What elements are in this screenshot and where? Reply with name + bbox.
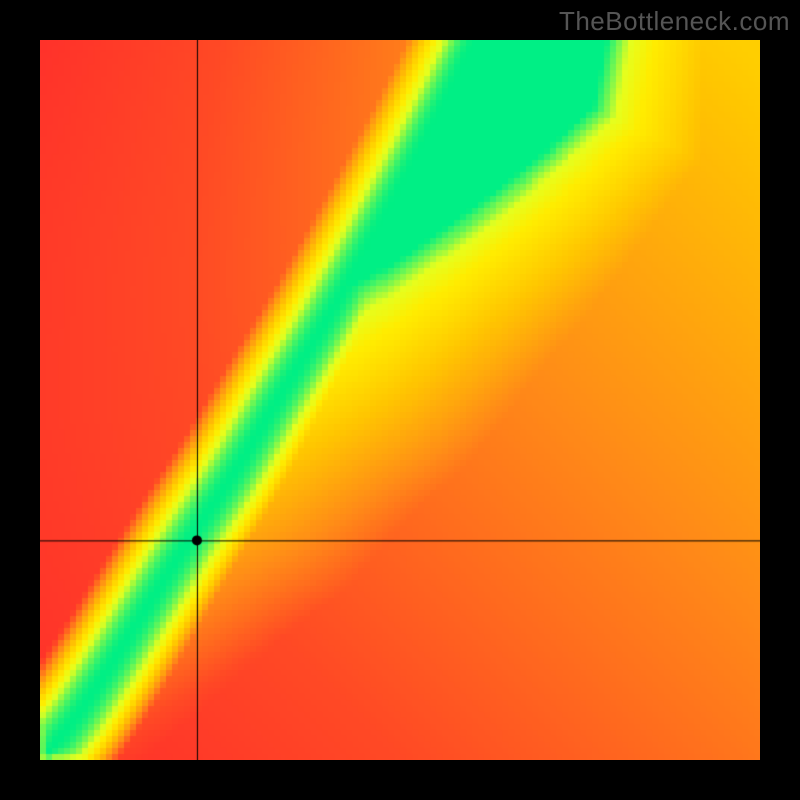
watermark-text: TheBottleneck.com	[559, 6, 790, 37]
bottleneck-heatmap	[40, 40, 760, 760]
